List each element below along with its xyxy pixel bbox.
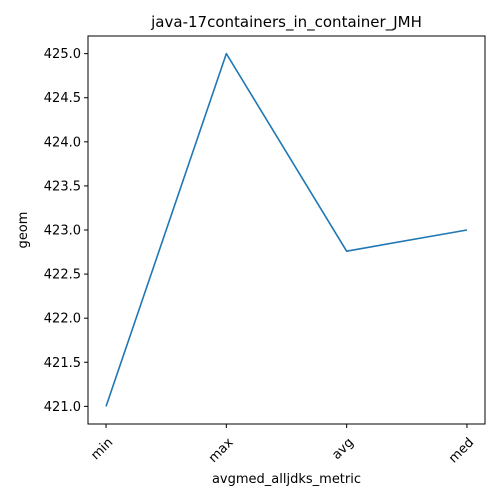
series-line — [105, 52, 468, 407]
y-tick-label: 423.5 — [44, 179, 81, 194]
plot-area-frame — [87, 35, 486, 425]
y-tick-label: 422.5 — [44, 268, 81, 283]
y-tick-label: 421.0 — [44, 400, 81, 415]
y-tick-label: 424.0 — [44, 135, 81, 150]
y-tick-label: 422.0 — [44, 312, 81, 327]
series-layer — [105, 52, 468, 407]
y-tick-label: 424.5 — [44, 91, 81, 106]
y-tick-label: 421.5 — [44, 356, 81, 371]
y-axis-label: geom — [16, 212, 31, 249]
y-axis-ticks: 421.0 421.5 422.0 422.5 423.0 423.5 424.0 424.5… — [44, 47, 88, 415]
x-axis-label: avgmed_alljdks_metric — [212, 472, 361, 487]
y-tick-label: 423.0 — [44, 224, 81, 239]
chart-title: java-17containers_in_container_JMH — [150, 13, 422, 32]
y-tick-label: 425.0 — [44, 47, 81, 62]
